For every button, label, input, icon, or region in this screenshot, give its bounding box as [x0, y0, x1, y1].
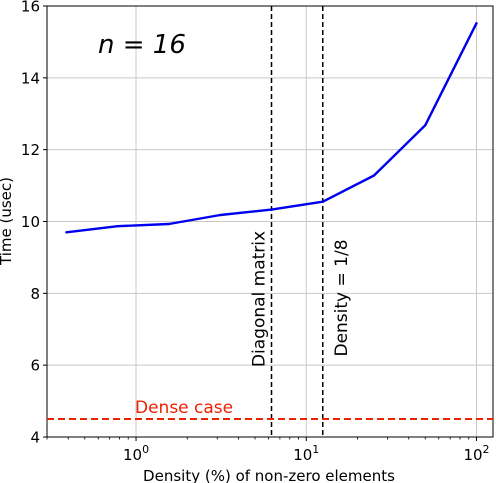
x-tick-base: 10	[293, 446, 312, 464]
plot-frame	[46, 5, 494, 438]
data-point	[219, 213, 222, 217]
y-tick-label: 12	[21, 141, 40, 159]
vline-label-diagonal: Diagonal matrix	[250, 231, 270, 367]
chart-annotation-title: n = 16	[98, 30, 186, 60]
y-tick-label: 4	[30, 429, 40, 447]
data-point	[475, 22, 478, 25]
y-tick-label: 10	[21, 213, 40, 231]
dense-case-label: Dense case	[135, 398, 233, 418]
x-axis-label: Density (%) of non-zero elements	[143, 467, 395, 483]
x-tick-label: 100	[123, 443, 149, 464]
vline-label-density: Density = 1/8	[332, 239, 352, 356]
y-tick-label: 6	[30, 357, 40, 375]
data-point	[167, 222, 171, 226]
data-point	[321, 200, 324, 203]
data-point	[372, 174, 376, 177]
y-tick-label: 14	[21, 69, 40, 87]
y-tick-label: 16	[21, 0, 40, 16]
x-tick-base: 10	[123, 446, 142, 464]
x-tick-exponent: 1	[312, 443, 319, 456]
data-point	[65, 231, 68, 234]
y-tick-label: 8	[30, 285, 40, 303]
x-tick-label: 102	[463, 443, 489, 464]
data-point	[270, 208, 273, 211]
x-tick-label: 101	[293, 443, 319, 464]
data-point	[424, 124, 427, 127]
y-axis-label: Time (usec)	[0, 177, 15, 266]
x-tick-exponent: 0	[142, 443, 149, 456]
x-tick-base: 10	[463, 446, 482, 464]
data-point	[116, 224, 119, 228]
x-tick-exponent: 2	[483, 443, 490, 456]
